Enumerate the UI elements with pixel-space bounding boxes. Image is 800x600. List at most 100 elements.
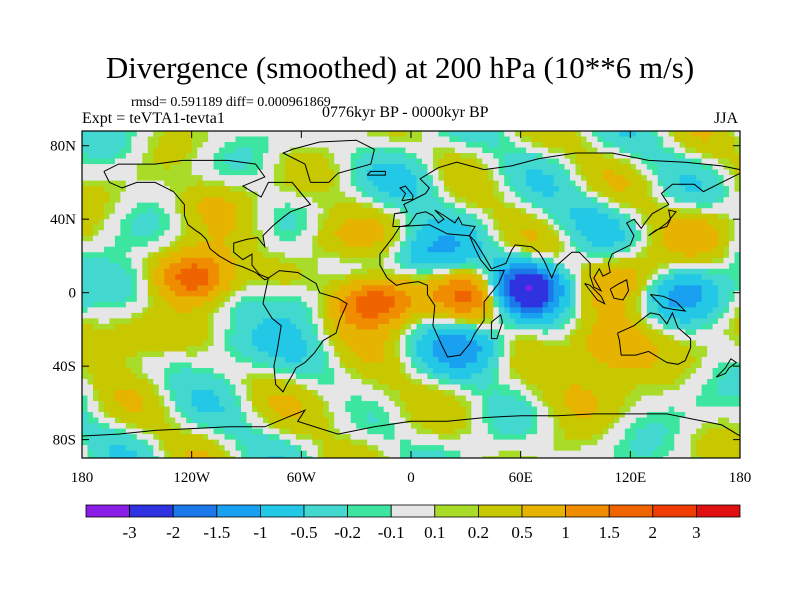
field-cell: [92, 186, 99, 193]
field-cell: [624, 252, 631, 259]
field-cell: [301, 274, 308, 281]
field-cell: [504, 202, 511, 209]
field-cell: [367, 136, 374, 143]
field-cell: [323, 164, 330, 170]
field-cell: [98, 290, 105, 297]
field-cell: [153, 268, 160, 275]
field-cell: [251, 219, 258, 226]
field-cell: [389, 136, 395, 143]
field-cell: [103, 131, 110, 137]
field-cell: [120, 257, 127, 264]
field-cell: [317, 169, 324, 176]
field-cell: [186, 340, 193, 347]
field-cell: [542, 153, 549, 159]
field-cell: [262, 323, 269, 330]
field-cell: [164, 356, 171, 363]
field-cell: [471, 241, 478, 248]
field-cell: [674, 235, 681, 242]
field-cell: [235, 202, 242, 209]
field-cell: [531, 263, 538, 270]
field-cell: [284, 175, 291, 181]
field-cell: [136, 279, 143, 286]
field-cell: [476, 175, 483, 181]
field-cell: [164, 263, 171, 270]
field-cell: [125, 312, 132, 319]
field-cell: [718, 340, 724, 347]
field-cell: [224, 307, 231, 314]
field-cell: [262, 224, 269, 231]
field-cell: [301, 142, 308, 148]
field-cell: [103, 235, 110, 242]
field-cell: [389, 274, 395, 281]
field-cell: [312, 257, 319, 264]
field-cell: [142, 290, 149, 297]
field-cell: [312, 208, 319, 215]
field-cell: [394, 213, 401, 220]
field-cell: [378, 257, 384, 264]
field-cell: [169, 345, 176, 352]
field-cell: [136, 169, 143, 176]
field-cell: [421, 263, 428, 270]
field-cell: [663, 153, 670, 159]
field-cell: [109, 307, 116, 314]
field-cell: [520, 329, 527, 336]
field-cell: [564, 323, 571, 330]
field-cell: [186, 235, 193, 242]
field-cell: [191, 241, 198, 248]
field-cell: [230, 131, 236, 137]
field-cell: [158, 340, 165, 347]
field-cell: [87, 356, 94, 363]
field-cell: [197, 224, 204, 231]
field-cell: [526, 180, 533, 187]
field-cell: [389, 252, 395, 259]
field-cell: [575, 345, 582, 352]
field-cell: [553, 268, 560, 275]
field-cell: [334, 191, 341, 198]
field-cell: [334, 136, 341, 143]
field-cell: [235, 131, 242, 137]
field-cell: [400, 191, 406, 198]
field-cell: [367, 307, 374, 314]
field-cell: [367, 147, 374, 154]
field-cell: [142, 180, 149, 187]
field-cell: [301, 136, 308, 143]
field-cell: [317, 263, 324, 270]
field-cell: [103, 136, 110, 143]
field-cell: [580, 252, 587, 259]
field-cell: [580, 268, 587, 275]
field-cell: [416, 180, 423, 187]
field-cell: [729, 268, 735, 275]
field-cell: [279, 224, 286, 231]
field-cell: [169, 246, 176, 253]
field-cell: [317, 147, 324, 154]
field-cell: [663, 279, 670, 286]
field-cell: [696, 252, 703, 259]
field-cell: [82, 164, 88, 170]
field-cell: [619, 290, 626, 297]
field-cell: [262, 268, 269, 275]
field-cell: [180, 191, 187, 198]
field-cell: [646, 290, 653, 297]
field-cell: [723, 131, 730, 137]
field-cell: [235, 312, 242, 319]
field-cell: [235, 147, 242, 154]
field-cell: [498, 142, 505, 148]
field-cell: [125, 301, 132, 308]
field-cell: [87, 219, 94, 226]
field-cell: [180, 131, 187, 137]
field-cell: [378, 290, 384, 297]
field-cell: [262, 175, 269, 181]
field-cell: [279, 241, 286, 248]
field-cell: [251, 351, 258, 358]
field-cell: [356, 169, 363, 176]
field-cell: [279, 334, 286, 341]
field-cell: [619, 268, 626, 275]
field-cell: [235, 279, 242, 286]
field-cell: [92, 208, 99, 215]
field-cell: [624, 301, 631, 308]
field-cell: [175, 268, 182, 275]
field-cell: [515, 345, 522, 352]
field-cell: [224, 219, 231, 226]
field-cell: [389, 213, 395, 220]
